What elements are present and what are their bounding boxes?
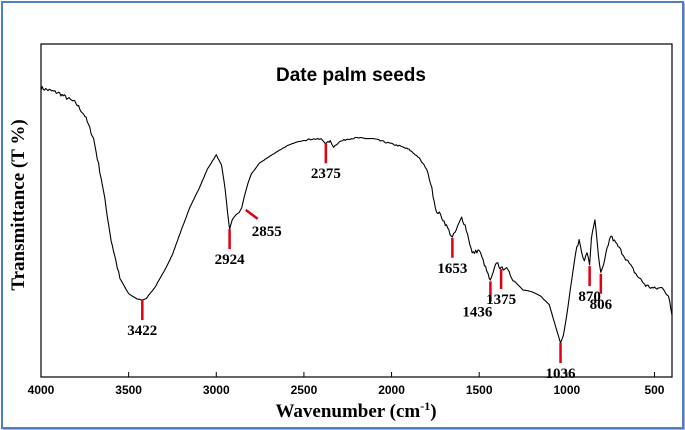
peak-label: 1436 [462, 304, 493, 320]
peak-label: 2375 [311, 166, 341, 182]
peak-label: 1653 [437, 261, 467, 277]
peak-label: 1375 [486, 292, 516, 308]
peak-label: 1036 [546, 366, 577, 382]
peak-label: 806 [590, 297, 613, 313]
peak-marker [244, 208, 259, 220]
x-axis-label-main: Wavenumber (cm [275, 401, 420, 422]
x-tick-label: 1000 [553, 383, 580, 397]
x-tick-label: 2500 [291, 383, 318, 397]
x-tick-label: 4000 [28, 383, 55, 397]
plot-area [40, 43, 673, 378]
x-axis-label-sup: -1 [420, 399, 430, 413]
peak-label: 870 [578, 289, 601, 305]
y-axis-label: Transmittance (T %) [8, 119, 29, 290]
x-tick-label: 500 [644, 383, 664, 397]
x-axis-label-close: ) [430, 401, 436, 422]
x-tick-label: 3000 [203, 383, 230, 397]
peak-label: 3422 [127, 323, 157, 339]
chart-title: Date palm seeds [276, 65, 426, 86]
x-axis-tick-labels: 4000 3500 3000 2500 2000 1500 1000 500 [28, 383, 665, 397]
x-axis-label: Wavenumber (cm-1) [275, 399, 436, 422]
x-axis-ticks [40, 372, 655, 377]
spectrum-line [40, 86, 673, 344]
x-tick-label: 2000 [378, 383, 405, 397]
peak-label: 2855 [252, 224, 282, 240]
peak-label: 2924 [215, 252, 246, 268]
x-tick-label: 3500 [115, 383, 142, 397]
x-tick-label: 1500 [466, 383, 493, 397]
